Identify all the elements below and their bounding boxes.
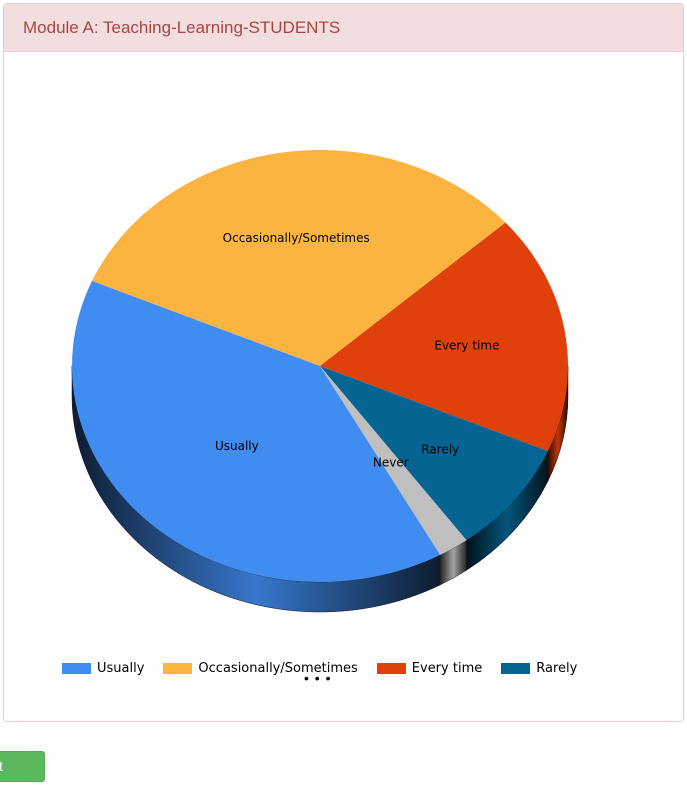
legend-swatch [376,662,406,674]
legend-item-every-time: Every time [376,660,483,676]
pie-label-never: Never [373,455,409,469]
pie-label-usually: Usually [215,439,259,453]
legend-item-usually: Usually [62,661,144,676]
legend-item-rarely: Rarely [501,661,577,676]
legend-item-occasionally-sometimes: Occasionally/Sometimes [163,660,358,676]
submit-button[interactable]: t [0,751,45,782]
legend-label: Occasionally/Sometimes [198,660,358,676]
legend-swatch [163,662,193,674]
legend-label: Rarely [536,660,578,676]
pie-label-rarely: Rarely [421,442,459,456]
pie-slice-rarely[interactable] [320,366,548,541]
legend-label: Usually [97,660,145,676]
legend-more-indicator[interactable]: • • • [304,670,332,686]
pie-slice-every-time[interactable] [320,222,568,452]
pie-slice-occasionally-sometimes[interactable] [92,150,506,366]
legend-swatch [501,662,531,674]
chart-legend: Usually Occasionally/Sometimes Every time R… [62,659,596,677]
pie-label-occasionally-sometimes: Occasionally/Sometimes [223,231,370,245]
legend-label: Every time [411,660,483,676]
pie-label-every-time: Every time [434,338,499,352]
legend-swatch [62,662,91,674]
pie-slice-usually[interactable] [71,280,441,582]
pie-slice-never[interactable] [320,366,467,555]
panel-title: Module A: Teaching-Learning-STUDENTS [4,4,683,52]
